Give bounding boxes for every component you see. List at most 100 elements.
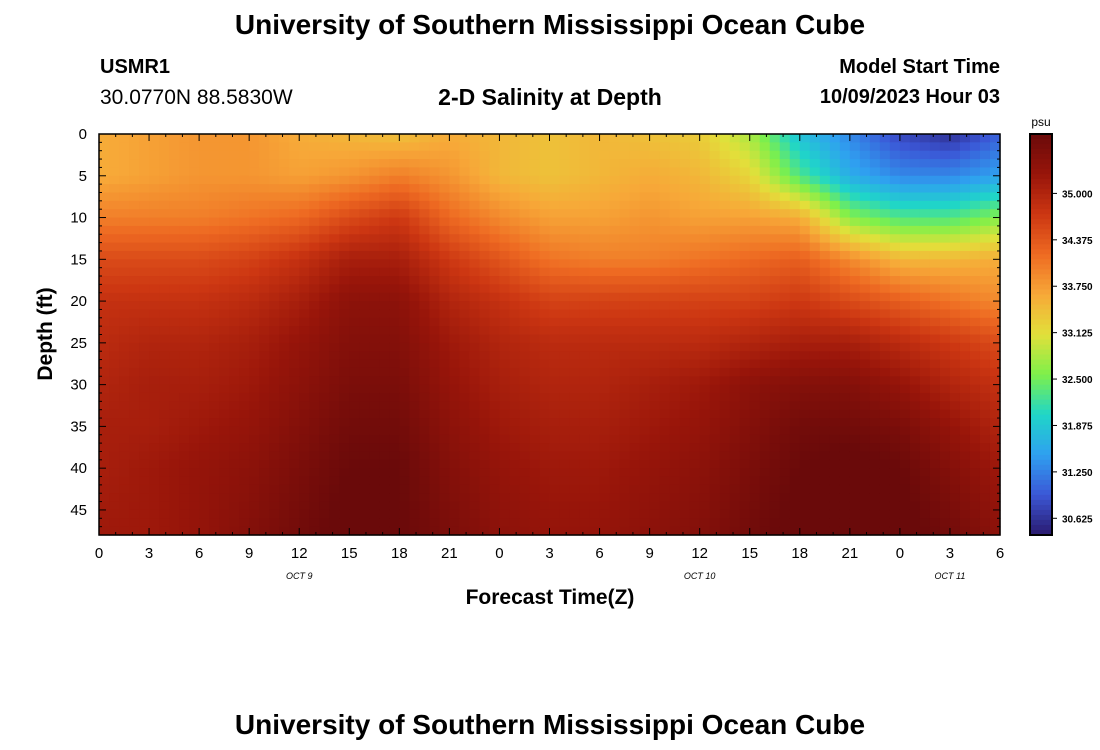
heatmap-cell bbox=[709, 292, 721, 302]
heatmap-cell bbox=[619, 200, 631, 210]
heatmap-cell bbox=[269, 159, 280, 169]
heatmap-cell bbox=[339, 276, 350, 285]
heatmap-cell bbox=[609, 426, 621, 436]
heatmap-cell bbox=[719, 259, 731, 269]
heatmap-cell bbox=[719, 150, 731, 160]
heatmap-cell bbox=[409, 493, 420, 503]
heatmap-cell bbox=[439, 292, 450, 302]
heatmap-cell bbox=[969, 443, 981, 453]
heatmap-cell bbox=[269, 209, 280, 219]
heatmap-cell bbox=[399, 309, 410, 319]
heatmap-cell bbox=[479, 468, 491, 478]
heatmap-cell bbox=[349, 184, 360, 194]
heatmap-cell bbox=[119, 451, 130, 461]
heatmap-cell bbox=[819, 225, 831, 235]
heatmap-cell bbox=[399, 242, 410, 252]
heatmap-cell bbox=[639, 384, 651, 394]
heatmap-cell bbox=[269, 167, 280, 177]
heatmap-cell bbox=[539, 509, 551, 519]
heatmap-cell bbox=[549, 501, 561, 511]
heatmap-cell bbox=[939, 476, 951, 486]
heatmap-cell bbox=[699, 150, 711, 160]
heatmap-cell bbox=[749, 459, 761, 469]
heatmap-cell bbox=[119, 342, 130, 352]
heatmap-cell bbox=[419, 468, 430, 478]
heatmap-cell bbox=[169, 468, 180, 478]
heatmap-cell bbox=[739, 493, 751, 503]
heatmap-cell bbox=[389, 167, 400, 177]
heatmap-cell bbox=[369, 526, 380, 536]
heatmap-cell bbox=[469, 184, 481, 194]
heatmap-cell bbox=[629, 142, 641, 152]
heatmap-cell bbox=[289, 334, 300, 344]
heatmap-cell bbox=[309, 142, 320, 152]
heatmap-cell bbox=[439, 150, 450, 160]
heatmap-cell bbox=[609, 501, 621, 511]
heatmap-cell bbox=[289, 526, 300, 536]
heatmap-cell bbox=[849, 276, 861, 285]
heatmap-cell bbox=[379, 167, 390, 177]
heatmap-cell bbox=[869, 326, 881, 336]
heatmap-cell bbox=[189, 309, 200, 319]
heatmap-cell bbox=[269, 509, 280, 519]
heatmap-cell bbox=[149, 376, 160, 386]
heatmap-cell bbox=[829, 476, 841, 486]
heatmap-cell bbox=[519, 159, 531, 169]
heatmap-cell bbox=[609, 267, 621, 277]
heatmap-cell bbox=[869, 267, 881, 277]
heatmap-cell bbox=[319, 292, 330, 302]
heatmap-cell bbox=[779, 518, 791, 528]
heatmap-cell bbox=[729, 518, 741, 528]
heatmap-cell bbox=[779, 292, 791, 302]
heatmap-cell bbox=[809, 476, 821, 486]
heatmap-cell bbox=[229, 501, 240, 511]
heatmap-cell bbox=[589, 192, 601, 202]
heatmap-cell bbox=[179, 167, 190, 177]
heatmap-cell bbox=[479, 242, 491, 252]
heatmap-cell bbox=[429, 284, 440, 294]
heatmap-cell bbox=[319, 192, 330, 202]
heatmap-cell bbox=[919, 484, 931, 494]
heatmap-cell bbox=[199, 334, 210, 344]
heatmap-cell bbox=[399, 259, 410, 269]
heatmap-cell bbox=[859, 484, 871, 494]
heatmap-cell bbox=[609, 301, 621, 311]
heatmap-cell bbox=[619, 234, 631, 244]
heatmap-cell bbox=[319, 351, 330, 361]
heatmap-cell bbox=[309, 242, 320, 252]
heatmap-cell bbox=[719, 159, 731, 169]
heatmap-cell bbox=[889, 418, 901, 427]
heatmap-cell bbox=[879, 451, 891, 461]
heatmap-cell bbox=[359, 259, 370, 269]
heatmap-cell bbox=[319, 184, 330, 194]
heatmap-cell bbox=[159, 359, 170, 369]
heatmap-cell bbox=[539, 301, 551, 311]
heatmap-cell bbox=[489, 309, 501, 319]
heatmap-cell bbox=[729, 509, 741, 519]
heatmap-cell bbox=[139, 326, 150, 336]
heatmap-cell bbox=[559, 200, 571, 210]
heatmap-cell bbox=[459, 392, 471, 402]
heatmap-cell bbox=[649, 142, 661, 152]
heatmap-cell bbox=[279, 284, 290, 294]
heatmap-cell bbox=[839, 509, 851, 519]
heatmap-cell bbox=[329, 209, 340, 219]
heatmap-cell bbox=[809, 392, 821, 402]
heatmap-cell bbox=[149, 443, 160, 453]
heatmap-cell bbox=[179, 526, 190, 536]
heatmap-cell bbox=[909, 217, 921, 227]
heatmap-cell bbox=[489, 401, 501, 411]
heatmap-cell bbox=[189, 392, 200, 402]
heatmap-cell bbox=[449, 509, 460, 519]
heatmap-cell bbox=[549, 200, 561, 210]
heatmap-cell bbox=[899, 451, 911, 461]
heatmap-cell bbox=[689, 376, 701, 386]
heatmap-cell bbox=[169, 443, 180, 453]
heatmap-cell bbox=[289, 209, 300, 219]
heatmap-cell bbox=[459, 242, 471, 252]
heatmap-cell bbox=[429, 301, 440, 311]
heatmap-cell bbox=[549, 518, 561, 528]
heatmap-cell bbox=[189, 459, 200, 469]
heatmap-cell bbox=[659, 451, 671, 461]
heatmap-cell bbox=[519, 384, 531, 394]
